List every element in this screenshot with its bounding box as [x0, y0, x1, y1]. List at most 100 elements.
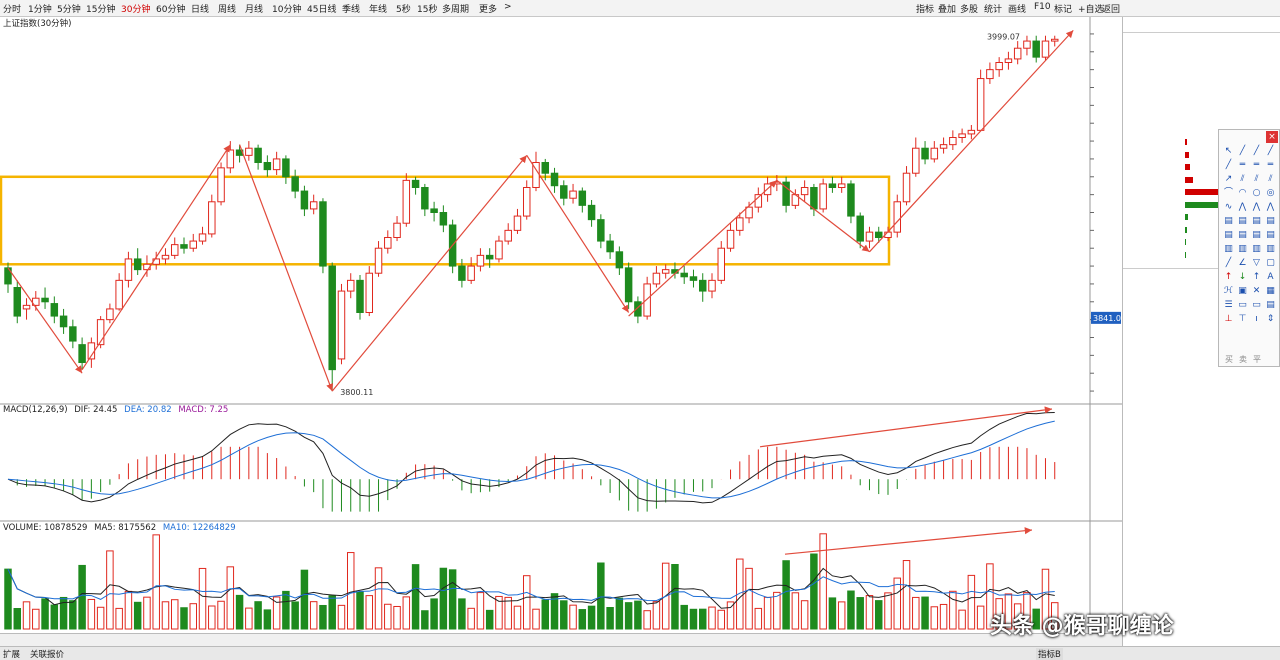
draw-tool-icon[interactable]: ◠ [1238, 188, 1247, 198]
macd-value: MACD: 7.25 [178, 405, 229, 415]
drawing-toolbox[interactable]: × ↖ ╱ ╱ ╱ ╱ ═ ═ ═ ↗ ⫽ ⫽ ⫽ ⌒ ◠ ○ ◎ ∿ ⋀ ⋀ ⋀ ▤ ▤ ▤ ▤ ▤ ▤ ▤ ▤ ▥ ▥ ▥ ▥ ╱ ∠ ▽ ▢ ↑ ↓… [1218, 129, 1280, 367]
draw-tool-icon[interactable]: ↓ [1238, 272, 1247, 282]
tick-row [1127, 533, 1277, 545]
period-4[interactable]: 30分钟 [121, 5, 151, 15]
draw-tool-icon[interactable]: A [1267, 272, 1274, 282]
volume-bar [143, 596, 151, 630]
draw-tool-icon[interactable]: ⫽ [1254, 174, 1259, 184]
period-6[interactable]: 日线 [191, 5, 210, 15]
period-13[interactable]: 5秒 [396, 5, 411, 15]
draw-tool-icon[interactable]: ▤ [1252, 216, 1261, 226]
period-12[interactable]: 年线 [369, 5, 388, 15]
period-16[interactable]: 更多 [479, 5, 498, 15]
draw-tool-icon[interactable]: ╱ [1225, 160, 1232, 170]
related-quote-tab[interactable]: 关联报价 [30, 650, 65, 660]
draw-tool-icon[interactable]: ı [1255, 314, 1258, 324]
draw-tool-icon[interactable]: ╱ [1225, 258, 1232, 268]
draw-tool-icon[interactable]: ⊤ [1238, 314, 1247, 324]
toolbar-button-2[interactable]: 多股 [960, 5, 979, 15]
draw-tool-icon[interactable]: ◎ [1266, 188, 1275, 198]
draw-tool-icon[interactable]: ╱ [1267, 146, 1274, 156]
draw-tool-icon[interactable]: ▤ [1224, 230, 1233, 240]
period-2[interactable]: 5分钟 [57, 5, 81, 15]
toolbar-button-0[interactable]: 指标 [916, 5, 935, 15]
draw-tool-icon[interactable]: ○ [1252, 188, 1261, 198]
period-0[interactable]: 分时 [3, 5, 22, 15]
draw-tool-icon[interactable]: ▽ [1253, 258, 1260, 268]
draw-tool-icon[interactable]: ▤ [1238, 230, 1247, 240]
draw-tool-icon[interactable]: ▦ [1266, 286, 1275, 296]
period-7[interactable]: 周线 [218, 5, 237, 15]
draw-tool-icon[interactable]: ═ [1267, 160, 1274, 170]
draw-tool-icon[interactable]: ↑ [1252, 272, 1261, 282]
draw-tool-icon[interactable]: ∿ [1224, 202, 1233, 212]
period-9[interactable]: 10分钟 [272, 5, 302, 15]
draw-tool-icon[interactable]: ⫽ [1268, 174, 1273, 184]
draw-tool-icon[interactable]: ▤ [1252, 230, 1261, 240]
draw-tool-icon[interactable]: ╱ [1239, 146, 1246, 156]
indicator-b-tab[interactable]: 指标B [1036, 648, 1063, 660]
expand-tab[interactable]: 扩展 [3, 650, 21, 660]
draw-tool-icon[interactable]: ⇕ [1266, 314, 1275, 324]
volume-bar [1004, 593, 1013, 630]
chevron-right-icon[interactable]: > [504, 2, 512, 12]
quote-divider-2 [1123, 268, 1280, 269]
volume-bar [291, 601, 299, 630]
draw-tool-icon[interactable]: ═ [1239, 160, 1246, 170]
draw-tool-icon[interactable]: ↗ [1224, 174, 1233, 184]
draw-tool-icon[interactable]: ✕ [1252, 286, 1261, 296]
draw-tool-icon[interactable]: ═ [1253, 160, 1260, 170]
draw-tool-icon[interactable]: ▢ [1266, 258, 1275, 268]
draw-tool-icon[interactable]: ▣ [1238, 286, 1247, 296]
draw-tool-icon[interactable]: ╱ [1253, 146, 1260, 156]
volume-bar [513, 605, 522, 630]
draw-tool-icon[interactable]: ▤ [1238, 216, 1247, 226]
period-14[interactable]: 15秒 [417, 5, 438, 15]
toolbar-button-4[interactable]: 画线 [1008, 5, 1027, 15]
draw-tool-icon[interactable]: ▤ [1266, 230, 1275, 240]
candle [476, 254, 485, 267]
draw-tool-icon[interactable]: ⋀ [1266, 202, 1275, 212]
toolbar-button-6[interactable]: 标记 [1054, 5, 1073, 15]
low-price-label: 3800.11 [340, 388, 373, 397]
draw-tool-icon[interactable]: ⋀ [1238, 202, 1247, 212]
toolbar-button-8[interactable]: 返回 [1102, 5, 1121, 15]
draw-tool-icon[interactable]: ⋀ [1252, 202, 1261, 212]
breadth-bar [1185, 139, 1187, 145]
draw-tool-icon[interactable]: ▥ [1252, 244, 1261, 254]
toolbar-button-5[interactable]: F10 [1034, 2, 1051, 12]
draw-tool-icon[interactable]: ▤ [1224, 216, 1233, 226]
period-15[interactable]: 多周期 [442, 5, 470, 15]
draw-tool-icon[interactable]: ☰ [1224, 300, 1233, 310]
period-5[interactable]: 60分钟 [156, 5, 186, 15]
quote-row [1127, 34, 1277, 47]
period-3[interactable]: 15分钟 [86, 5, 116, 15]
toolbar-button-1[interactable]: 叠加 [938, 5, 957, 15]
period-10[interactable]: 45日线 [307, 5, 337, 15]
draw-tool-icon[interactable]: ▭ [1238, 300, 1247, 310]
trend-arrow [869, 29, 1074, 253]
close-icon[interactable]: × [1266, 131, 1278, 143]
draw-tool-icon[interactable]: ▭ [1252, 300, 1261, 310]
toolbar-button-3[interactable]: 统计 [984, 5, 1003, 15]
toolbar-button-7[interactable]: +自选 [1078, 5, 1104, 15]
draw-tool-icon[interactable]: ▥ [1266, 244, 1275, 254]
draw-tool-icon[interactable]: ↖ [1224, 146, 1233, 156]
draw-tool-icon[interactable]: ℋ [1224, 286, 1233, 296]
candle [208, 201, 216, 235]
draw-tool-icon[interactable]: ⌒ [1223, 188, 1233, 198]
draw-tool-icon[interactable]: ⊥ [1224, 314, 1233, 324]
draw-tool-icon[interactable]: ▤ [1266, 300, 1275, 310]
draw-tool-icon[interactable]: ↑ [1224, 272, 1233, 282]
draw-tool-icon[interactable]: ▥ [1224, 244, 1233, 254]
period-8[interactable]: 月线 [245, 5, 264, 15]
chart-canvas[interactable]: 3999.07 3800.11 3841.0 [0, 17, 1122, 633]
draw-tool-icon[interactable]: ▥ [1238, 244, 1247, 254]
volume-bar [865, 595, 874, 630]
draw-tool-icon[interactable]: ⫽ [1240, 174, 1245, 184]
high-price-label: 3999.07 [987, 33, 1020, 42]
period-1[interactable]: 1分钟 [28, 5, 52, 15]
draw-tool-icon[interactable]: ∠ [1238, 258, 1247, 268]
period-11[interactable]: 季线 [342, 5, 361, 15]
draw-tool-icon[interactable]: ▤ [1266, 216, 1275, 226]
